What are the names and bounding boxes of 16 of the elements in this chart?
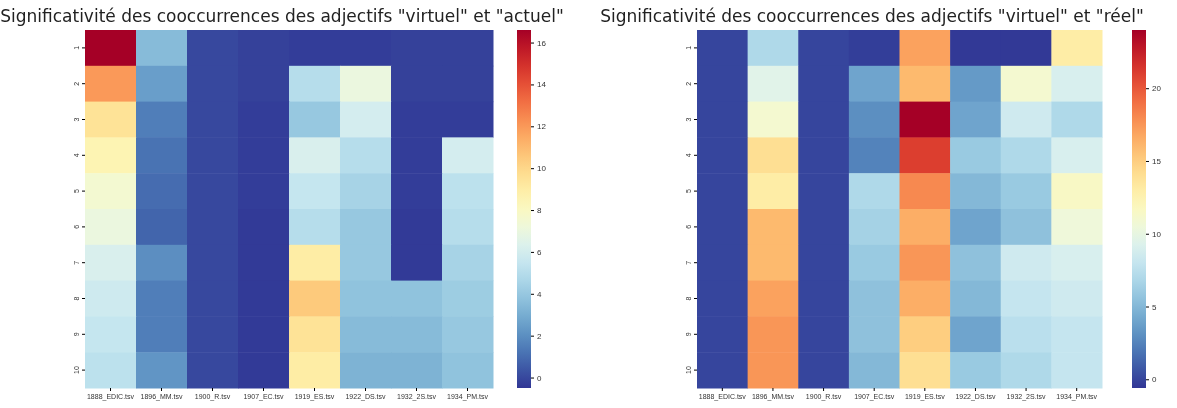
color-bar-label: 16 <box>537 38 547 48</box>
color-bar-label: 6 <box>537 247 542 257</box>
color-bar-label: 8 <box>537 206 542 216</box>
color-bar-label: 0 <box>537 373 542 383</box>
color-bar-label: 12 <box>537 122 547 132</box>
color-bar-label: 15 <box>1152 157 1162 167</box>
chart-title: Significativité des cooccurrences des adjectifs "virtuel" et "réel" <box>600 6 1144 26</box>
color-bar-label: 2 <box>537 331 542 341</box>
color-bar-label: 20 <box>1152 84 1162 94</box>
color-bar-label: 5 <box>1152 302 1157 312</box>
color-bar-label: 10 <box>1152 229 1162 239</box>
color-bar-label: 0 <box>1152 375 1157 385</box>
chart-title: Significativité des cooccurrences des adjectifs "virtuel" et "actuel" <box>0 6 564 26</box>
color-bar-label: 4 <box>537 289 542 299</box>
color-bar-label: 10 <box>537 164 547 174</box>
color-bar-label: 14 <box>537 80 547 90</box>
